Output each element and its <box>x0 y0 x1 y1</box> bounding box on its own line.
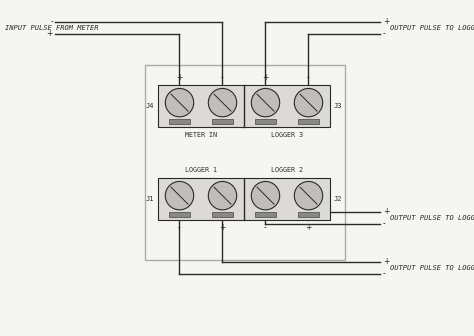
Circle shape <box>294 181 323 210</box>
Text: -: - <box>307 73 310 82</box>
Text: OUTPUT PULSE TO LOGGER 1: OUTPUT PULSE TO LOGGER 1 <box>390 265 474 271</box>
Text: +: + <box>383 17 389 27</box>
Text: OUTPUT PULSE TO LOGGER 3: OUTPUT PULSE TO LOGGER 3 <box>390 25 474 31</box>
Circle shape <box>208 181 237 210</box>
Text: J3: J3 <box>334 103 343 109</box>
Bar <box>169 119 190 124</box>
Bar <box>255 212 276 217</box>
Text: J4: J4 <box>146 103 154 109</box>
Text: METER IN: METER IN <box>185 132 217 138</box>
Text: +: + <box>262 73 269 82</box>
Bar <box>212 119 233 124</box>
Text: J2: J2 <box>334 196 343 202</box>
Circle shape <box>165 181 194 210</box>
Bar <box>169 212 190 217</box>
Text: INPUT PULSE FROM METER: INPUT PULSE FROM METER <box>5 25 99 31</box>
Circle shape <box>208 88 237 117</box>
Text: J1: J1 <box>146 196 154 202</box>
Bar <box>255 119 276 124</box>
Bar <box>298 119 319 124</box>
Text: +: + <box>46 30 53 39</box>
Text: LOGGER 3: LOGGER 3 <box>271 132 303 138</box>
Text: -: - <box>50 17 53 27</box>
Text: +: + <box>305 223 312 232</box>
Text: -: - <box>383 219 386 228</box>
Text: -: - <box>383 30 386 39</box>
Text: +: + <box>383 208 389 216</box>
Bar <box>158 85 330 127</box>
Text: -: - <box>383 269 386 279</box>
Circle shape <box>251 181 280 210</box>
Bar <box>158 178 330 220</box>
Text: LOGGER 2: LOGGER 2 <box>271 167 303 173</box>
Text: +: + <box>219 223 226 232</box>
Circle shape <box>165 88 194 117</box>
Bar <box>145 65 345 260</box>
Bar <box>212 212 233 217</box>
Text: -: - <box>221 73 224 82</box>
Bar <box>298 212 319 217</box>
Text: -: - <box>264 223 267 232</box>
Text: LOGGER 1: LOGGER 1 <box>185 167 217 173</box>
Text: +: + <box>383 257 389 266</box>
Circle shape <box>251 88 280 117</box>
Text: -: - <box>178 223 181 232</box>
Text: +: + <box>176 73 182 82</box>
Circle shape <box>294 88 323 117</box>
Text: OUTPUT PULSE TO LOGGER 2: OUTPUT PULSE TO LOGGER 2 <box>390 215 474 221</box>
